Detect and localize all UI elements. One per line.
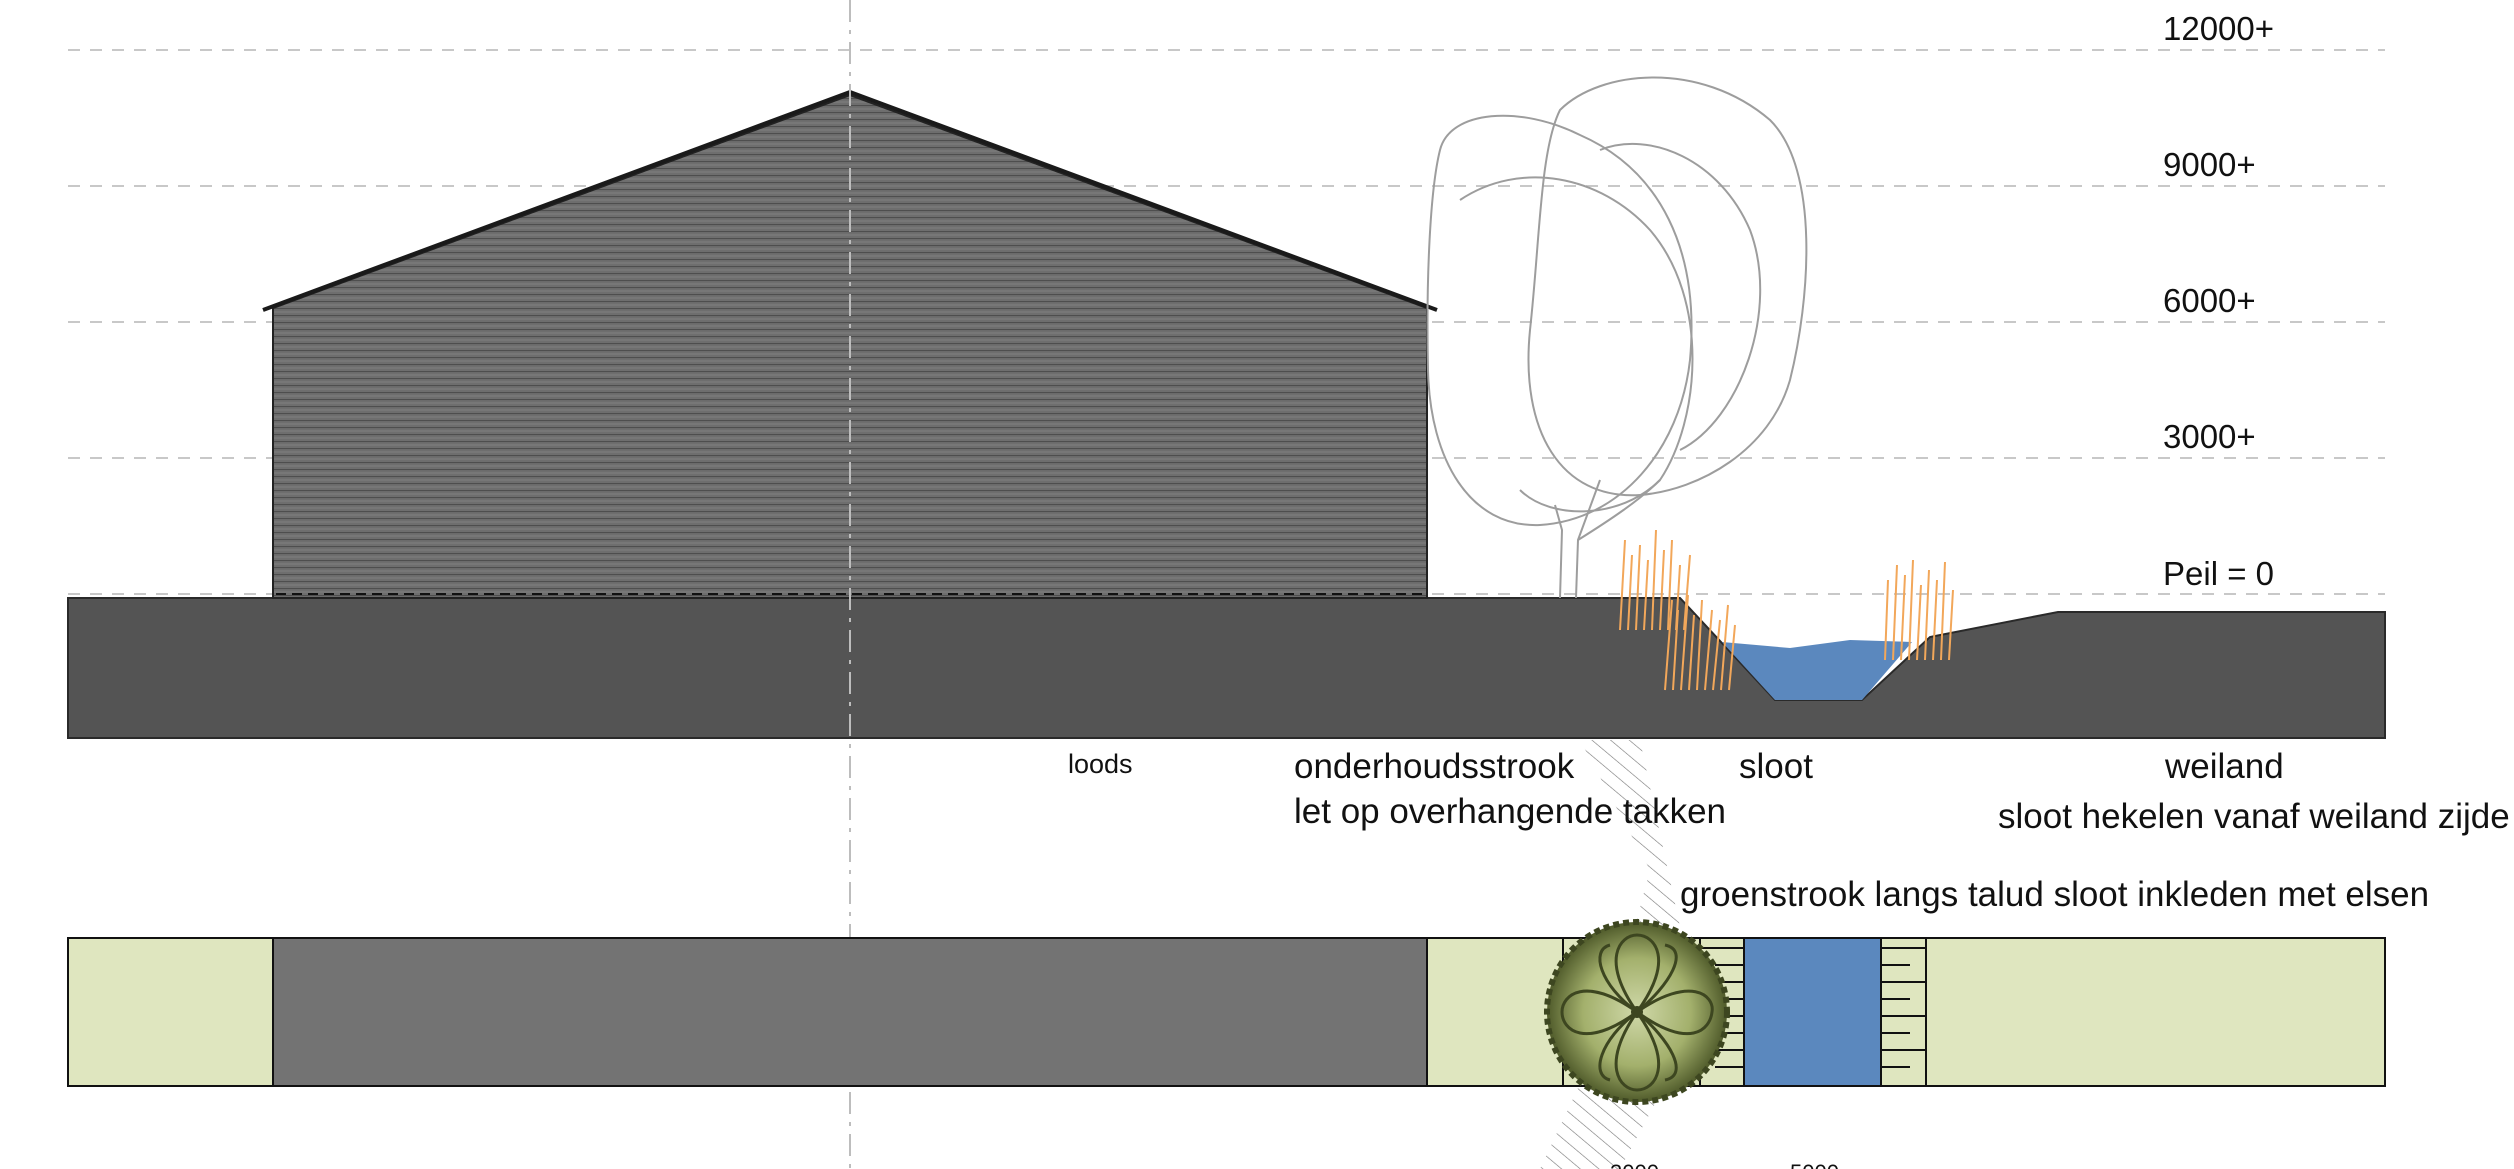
label-weiland: weiland xyxy=(2164,747,2284,786)
tree-crown-middle xyxy=(1459,176,1694,513)
tree-crown-inner xyxy=(1599,142,1762,451)
level-label-3000: 3000+ xyxy=(2163,418,2256,455)
plan-barn xyxy=(272,937,1428,1087)
section-labels: loods onderhoudsstrook let op overhangen… xyxy=(1068,747,2510,914)
plan-grass-left xyxy=(67,937,274,1087)
slope-ticks-right xyxy=(1881,938,1927,1086)
label-hekelen-note: sloot hekelen vanaf weiland zijde xyxy=(1998,797,2510,836)
label-sloot: sloot xyxy=(1739,747,1813,786)
plan-bank xyxy=(1880,937,1927,1087)
label-overhang-note: let op overhangende takken xyxy=(1294,792,1726,831)
ground-profile xyxy=(67,597,2386,739)
level-label-peil: Peil = 0 xyxy=(2163,555,2274,592)
tree-elevation xyxy=(1426,76,1808,599)
plan-maintenance-strip xyxy=(1426,937,1564,1087)
plan-strip xyxy=(67,919,2386,1105)
tree-canopy-plan xyxy=(1544,919,1730,1105)
tree-crown-right xyxy=(1527,76,1808,497)
label-groenstrook-note: groenstrook langs talud sloot inkleden m… xyxy=(1680,875,2429,914)
plan-ditch xyxy=(1743,937,1882,1087)
level-label-6000: 6000+ xyxy=(2163,282,2256,319)
label-loods: loods xyxy=(1068,749,1133,779)
reeds-right xyxy=(1884,559,1954,661)
label-onderhoudsstrook: onderhoudsstrook xyxy=(1294,747,1575,786)
tree-branch xyxy=(1577,479,1661,541)
tree-trunk-left xyxy=(1554,504,1564,599)
dimension-5000: 5000 xyxy=(1790,1160,1839,1169)
level-label-12000: 12000+ xyxy=(2163,10,2274,47)
reeds-left xyxy=(1619,529,1736,691)
plan-grass-right xyxy=(1925,937,2386,1087)
level-label-9000: 9000+ xyxy=(2163,146,2256,183)
ditch-water xyxy=(1722,640,1912,700)
level-labels: 12000+ 9000+ 6000+ 3000+ Peil = 0 xyxy=(2163,10,2274,592)
dimension-labels: 3000 5000 xyxy=(1610,1160,1839,1169)
tree-crown-left xyxy=(1426,114,1693,527)
dimension-3000: 3000 xyxy=(1610,1160,1659,1169)
